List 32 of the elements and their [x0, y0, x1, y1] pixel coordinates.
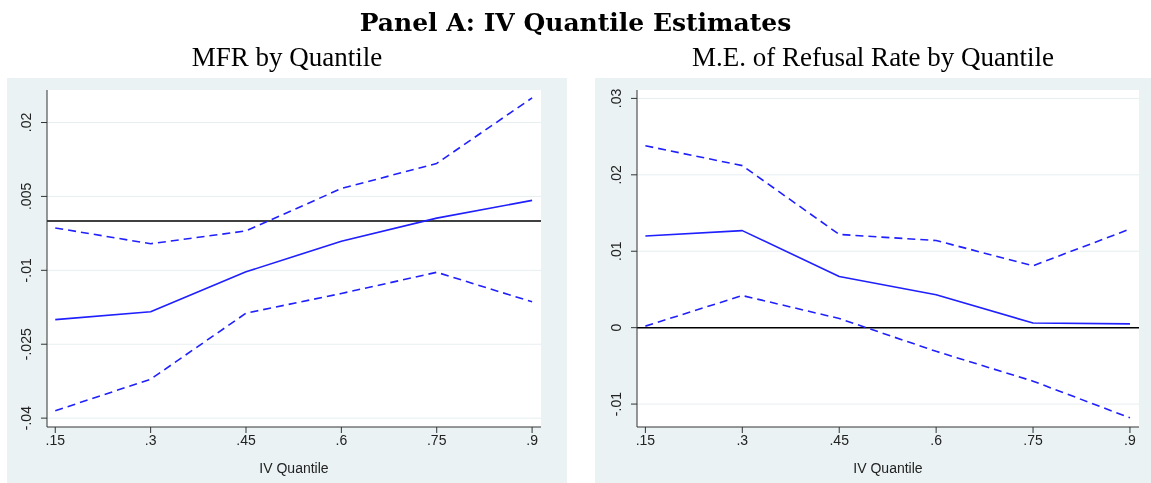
y-tick-label: -.04 [18, 405, 34, 431]
y-tick-label: 0 [608, 323, 624, 332]
y-tick-label: -.025 [18, 328, 34, 361]
y-tick-label: .02 [18, 112, 34, 133]
y-tick-label: .01 [608, 241, 624, 261]
y-tick-label: -.01 [18, 258, 34, 283]
x-tick-label: .45 [236, 431, 256, 448]
x-tick-label: .9 [1124, 431, 1136, 448]
y-tick-label: -.01 [608, 391, 624, 417]
line-series [54, 199, 533, 321]
chart-title: MFR by Quantile [190, 42, 384, 73]
chart-title: M.E. of Refusal Rate by Quantile [690, 42, 1056, 73]
x-tick-label: .6 [335, 431, 348, 448]
line-series [54, 97, 533, 245]
x-tick-label: .75 [427, 431, 447, 448]
y-tick-label: .03 [608, 88, 624, 109]
line-series [644, 229, 1131, 325]
x-axis-title: IV Quantile [853, 460, 923, 476]
x-tick-label: .3 [736, 431, 749, 448]
y-tick-label: .005 [18, 182, 34, 211]
x-tick-label: .15 [635, 431, 656, 448]
x-tick-label: .15 [45, 431, 66, 448]
line-series [644, 294, 1131, 419]
x-tick-label: .45 [829, 431, 850, 448]
x-tick-label: .6 [930, 431, 943, 448]
x-axis-title: IV Quantile [259, 460, 329, 476]
y-tick-label: .02 [608, 164, 624, 185]
x-tick-label: .75 [1023, 431, 1043, 448]
x-tick-label: .9 [526, 431, 539, 448]
x-tick-label: .3 [144, 431, 157, 448]
text: Panel A: IV Quantile Estimates [358, 8, 793, 37]
line-series [54, 271, 533, 412]
